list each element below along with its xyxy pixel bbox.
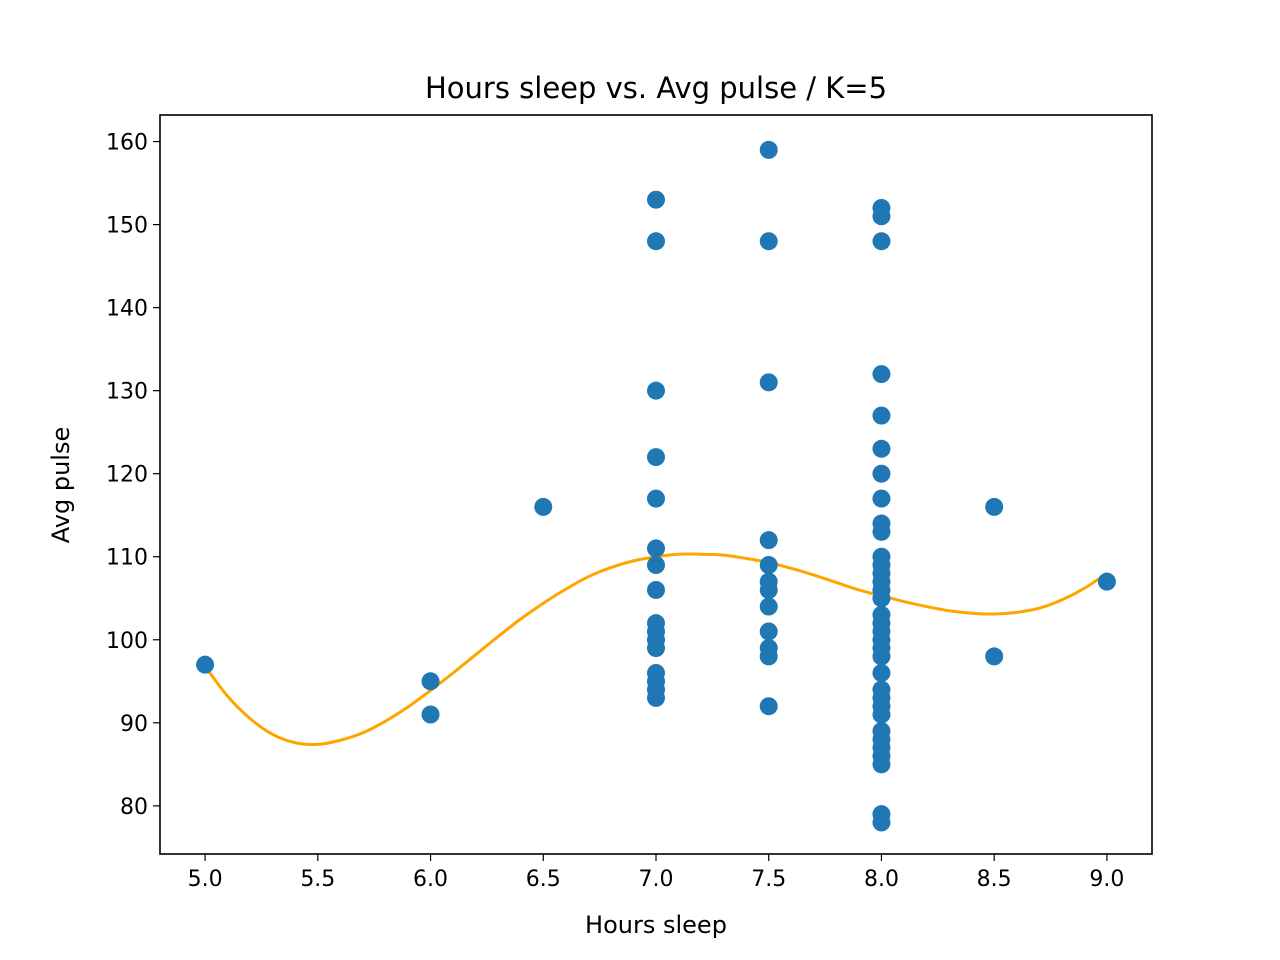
data-point: [872, 647, 891, 666]
data-point: [872, 406, 891, 425]
data-point: [759, 697, 778, 716]
data-point: [759, 140, 778, 159]
data-point: [872, 365, 891, 384]
data-point: [872, 439, 891, 458]
data-point: [647, 448, 665, 467]
data-point: [759, 232, 778, 251]
data-point: [421, 705, 440, 724]
data-point: [872, 522, 891, 541]
y-tick-label: 90: [120, 712, 148, 737]
x-tick-label: 6.0: [413, 867, 448, 892]
data-point: [872, 663, 891, 682]
data-point: [872, 207, 891, 226]
x-tick-label: 5.5: [300, 867, 335, 892]
data-point: [872, 232, 891, 251]
x-tick-label: 6.5: [526, 867, 561, 892]
y-tick-label: 80: [120, 795, 148, 820]
data-point: [985, 647, 1004, 666]
x-tick-label: 8.0: [864, 867, 899, 892]
y-tick-label: 110: [106, 546, 148, 571]
data-point: [872, 705, 891, 724]
y-tick-label: 120: [106, 463, 148, 488]
chart-title: Hours sleep vs. Avg pulse / K=5: [425, 71, 887, 105]
data-point: [647, 539, 665, 558]
data-point: [759, 647, 778, 666]
data-point: [872, 464, 891, 483]
data-point: [872, 589, 891, 608]
y-tick-label: 130: [106, 380, 148, 405]
data-point: [759, 373, 778, 392]
data-point: [647, 688, 665, 707]
x-tick-label: 5.0: [188, 867, 223, 892]
data-point: [647, 639, 665, 658]
data-point: [647, 556, 665, 575]
data-point: [647, 489, 665, 508]
y-tick-label: 150: [106, 214, 148, 239]
plot-frame: [159, 114, 1153, 855]
data-point: [759, 580, 778, 599]
data-point: [647, 190, 665, 209]
data-point: [759, 556, 778, 575]
data-point: [985, 497, 1004, 516]
x-tick-label: 7.5: [751, 867, 786, 892]
data-point: [1097, 572, 1116, 591]
data-point: [421, 672, 440, 691]
data-point: [647, 232, 665, 251]
data-point: [759, 531, 778, 550]
data-point: [647, 381, 665, 400]
data-point: [647, 580, 665, 599]
data-point: [872, 489, 891, 508]
y-tick-label: 160: [106, 131, 148, 156]
data-point: [759, 622, 778, 641]
data-point: [759, 597, 778, 616]
data-point: [872, 813, 891, 832]
data-point: [196, 655, 215, 674]
data-points-layer: [196, 140, 1116, 832]
y-tick-label: 140: [106, 297, 148, 322]
y-axis-ticks: 80 90 100 110 120 130 140 150 160: [106, 131, 160, 820]
x-tick-label: 7.0: [639, 867, 674, 892]
x-tick-label: 9.0: [1089, 867, 1124, 892]
x-axis-label: Hours sleep: [585, 911, 727, 939]
data-point: [534, 497, 553, 516]
data-point: [872, 755, 891, 774]
x-axis-ticks: 5.0 5.5 6.0 6.5 7.0 7.5 8.0 8.5 9.0: [188, 854, 1124, 892]
y-tick-label: 100: [106, 629, 148, 654]
x-tick-label: 8.5: [977, 867, 1012, 892]
y-axis-label: Avg pulse: [47, 427, 75, 543]
